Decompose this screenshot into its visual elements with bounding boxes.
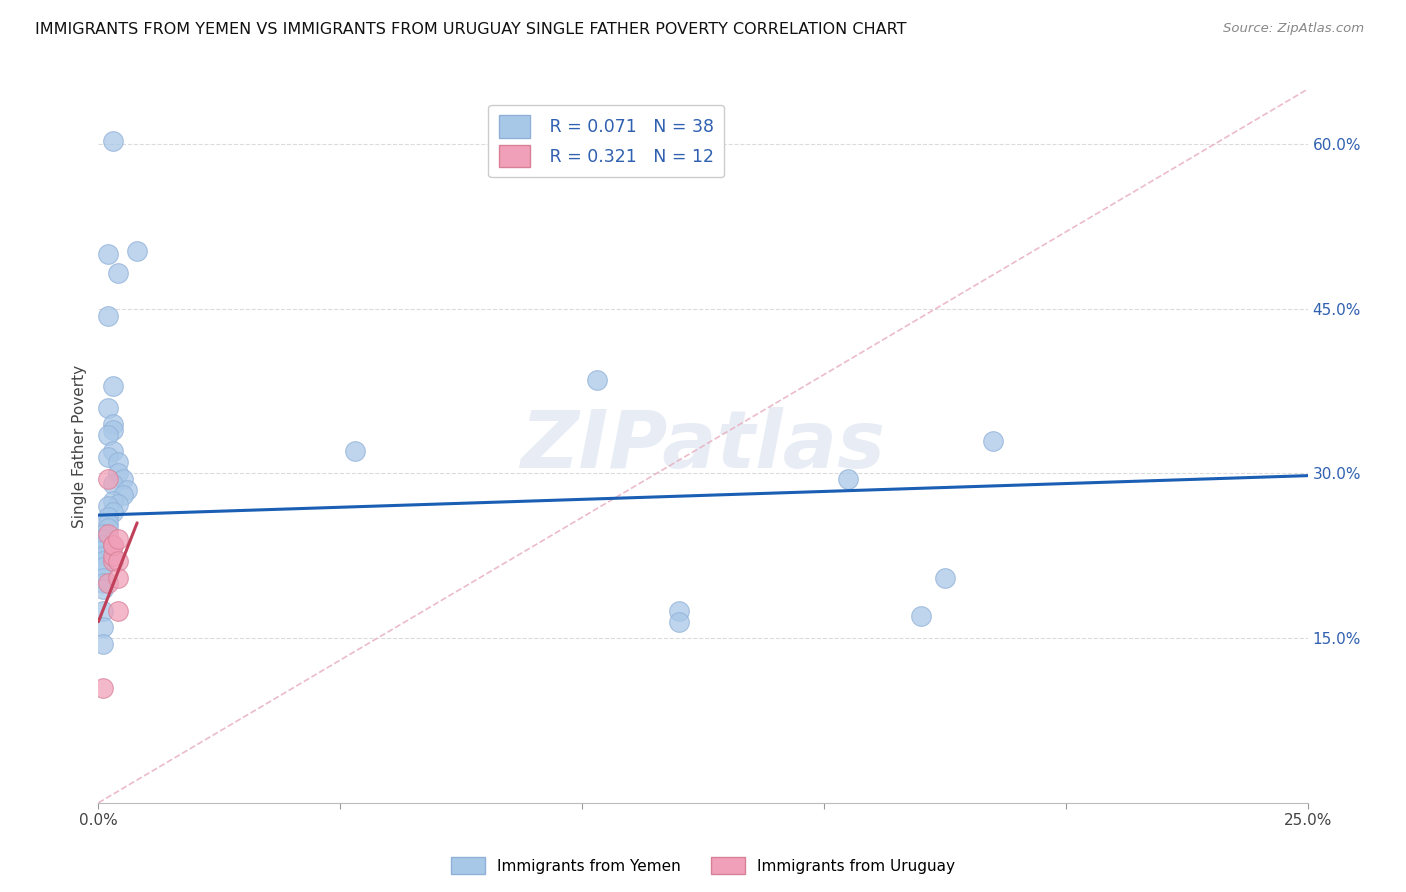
Point: [934, 571, 956, 585]
Point: [97, 526, 120, 541]
Point: [343, 444, 366, 458]
Point: [101, 417, 124, 431]
Text: IMMIGRANTS FROM YEMEN VS IMMIGRANTS FROM URUGUAY SINGLE FATHER POVERTY CORRELATI: IMMIGRANTS FROM YEMEN VS IMMIGRANTS FROM…: [35, 22, 907, 37]
Point: [91, 559, 114, 574]
Y-axis label: Single Father Poverty: Single Father Poverty: [72, 365, 87, 527]
Point: [837, 472, 859, 486]
Point: [107, 467, 129, 481]
Text: Source: ZipAtlas.com: Source: ZipAtlas.com: [1223, 22, 1364, 36]
Point: [97, 521, 120, 535]
Point: [91, 526, 114, 541]
Point: [91, 538, 114, 552]
Point: [101, 477, 124, 491]
Point: [91, 637, 114, 651]
Point: [97, 401, 120, 415]
Point: [97, 428, 120, 442]
Point: [91, 620, 114, 634]
Point: [127, 244, 149, 258]
Point: [107, 604, 129, 618]
Point: [91, 604, 114, 618]
Point: [91, 549, 114, 563]
Legend:  R = 0.071   N = 38,  R = 0.321   N = 12: R = 0.071 N = 38, R = 0.321 N = 12: [488, 105, 724, 178]
Point: [101, 444, 124, 458]
Point: [91, 582, 114, 596]
Point: [585, 373, 607, 387]
Point: [107, 554, 129, 568]
Point: [107, 266, 129, 280]
Point: [97, 472, 120, 486]
Point: [107, 533, 129, 547]
Point: [101, 494, 124, 508]
Point: [97, 510, 120, 524]
Point: [107, 455, 129, 469]
Point: [117, 483, 139, 497]
Point: [111, 488, 134, 502]
Legend: Immigrants from Yemen, Immigrants from Uruguay: Immigrants from Yemen, Immigrants from U…: [444, 851, 962, 880]
Point: [97, 450, 120, 464]
Point: [910, 609, 932, 624]
Point: [97, 310, 120, 324]
Point: [101, 423, 124, 437]
Point: [91, 576, 114, 591]
Point: [101, 378, 124, 392]
Point: [101, 538, 124, 552]
Point: [107, 571, 129, 585]
Point: [91, 554, 114, 568]
Point: [101, 505, 124, 519]
Point: [91, 543, 114, 558]
Point: [101, 134, 124, 148]
Point: [97, 500, 120, 514]
Point: [111, 472, 134, 486]
Point: [91, 533, 114, 547]
Text: ZIPatlas: ZIPatlas: [520, 407, 886, 485]
Point: [101, 538, 124, 552]
Point: [668, 615, 690, 629]
Point: [668, 604, 690, 618]
Point: [91, 571, 114, 585]
Point: [981, 434, 1004, 448]
Point: [91, 681, 114, 695]
Point: [101, 549, 124, 563]
Point: [97, 516, 120, 530]
Point: [97, 576, 120, 591]
Point: [97, 247, 120, 261]
Point: [107, 497, 129, 511]
Point: [101, 554, 124, 568]
